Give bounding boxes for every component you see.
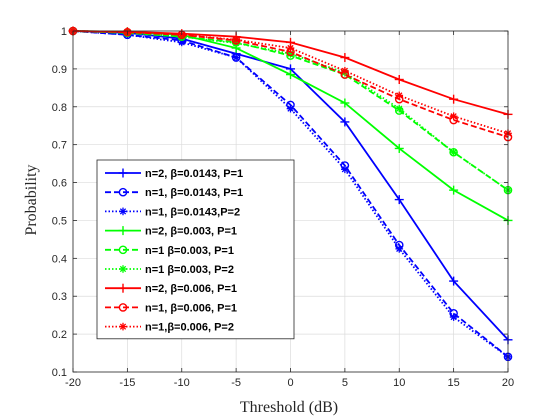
legend-label: n=1, β=0.0143, P=1	[145, 187, 243, 199]
x-tick-label: -15	[119, 377, 135, 389]
series-lines	[68, 26, 513, 362]
x-tick-label: -5	[231, 377, 241, 389]
x-tick-label: 15	[448, 377, 460, 389]
marker-star	[287, 44, 294, 52]
legend-box	[96, 159, 295, 340]
x-tick-label: -20	[65, 377, 81, 389]
legend-entry: n=1 β=0.003, P=1	[105, 245, 234, 257]
y-tick-label: 1	[61, 26, 67, 38]
marker-star	[450, 313, 457, 321]
y-tick-label: 0.2	[52, 329, 67, 341]
legend-entry: n=1, β=0.0143,P=2	[105, 206, 240, 218]
legend-label: n=1 β=0.003, P=2	[145, 264, 234, 276]
legend-label: n=1, β=0.006, P=1	[145, 302, 237, 314]
legend-label: n=2, β=0.006, P=1	[145, 283, 237, 295]
tick-labels: -20 -15 -10 -5 0 5 10 15 20 0.1 0.2 0.3 0.4 0.5 0.6 0.7…	[52, 26, 514, 389]
marker-star	[450, 149, 457, 156]
legend-label: n=1 β=0.003, P=1	[145, 245, 234, 257]
y-tick-label: 0.7	[52, 140, 67, 152]
x-tick-label: 0	[287, 377, 293, 389]
series-line	[72, 30, 509, 358]
legend-entry: n=1, β=0.0143, P=1	[105, 187, 243, 199]
legend-entry: n=2, β=0.0143, P=1	[105, 168, 243, 180]
x-tick-label: 20	[502, 377, 514, 389]
marker-circle	[118, 245, 128, 255]
marker-star	[232, 36, 240, 43]
y-tick-label: 0.1	[52, 367, 67, 379]
x-axis-label: Threshold (dB)	[240, 399, 338, 416]
legend: n=2, β=0.0143, P=1 n=1, β=0.0143, P=1 n=1,…	[96, 159, 295, 340]
legend-entry: n=1 β=0.003, P=2	[105, 264, 234, 276]
marker-star	[232, 54, 240, 61]
marker-star	[287, 105, 294, 112]
marker-star	[396, 105, 403, 112]
marker-star	[119, 265, 127, 273]
legend-entry: n=2, β=0.003, P=1	[105, 226, 237, 238]
legend-entry: n=1,β=0.006, P=2	[105, 322, 234, 334]
marker-star	[341, 67, 349, 74]
y-tick-label: 0.5	[52, 215, 67, 227]
x-tick-label: 5	[342, 377, 348, 389]
marker-star	[341, 166, 349, 173]
marker-circle	[118, 303, 128, 312]
y-tick-label: 0.3	[52, 291, 67, 303]
marker-star	[119, 208, 127, 215]
legend-entry: n=2, β=0.006, P=1	[105, 283, 237, 295]
legend-label: n=1,β=0.006, P=2	[145, 322, 234, 334]
legend-label: n=1, β=0.0143,P=2	[145, 206, 240, 218]
x-tick-label: -10	[174, 377, 190, 389]
marker-circle	[118, 187, 128, 197]
y-axis-label: Probability	[23, 164, 40, 235]
legend-entry: n=1, β=0.006, P=1	[105, 302, 237, 314]
marker-star	[119, 323, 127, 330]
marker-star	[396, 245, 403, 252]
legend-label: n=2, β=0.003, P=1	[145, 226, 237, 238]
legend-label: n=2, β=0.0143, P=1	[145, 168, 243, 180]
y-tick-label: 0.9	[52, 64, 67, 76]
y-tick-label: 0.8	[52, 102, 67, 114]
y-tick-label: 0.4	[52, 253, 67, 265]
marker-star	[396, 92, 403, 99]
x-tick-label: 10	[393, 377, 405, 389]
y-tick-label: 0.6	[52, 178, 67, 190]
marker-star	[450, 113, 457, 120]
